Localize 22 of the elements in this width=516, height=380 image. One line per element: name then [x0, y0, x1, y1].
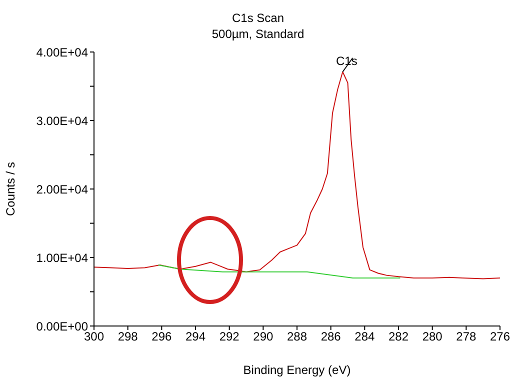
x-tick-label: 288 [286, 330, 308, 344]
x-tick-label: 278 [456, 330, 476, 344]
x-tick-label: 298 [118, 330, 138, 344]
x-tick-label: 286 [320, 330, 342, 344]
y-tick-label: 1.00E+04 [36, 250, 88, 265]
y-tick-label: 4.00E+04 [36, 45, 88, 60]
y-tick-label: 3.00E+04 [36, 114, 88, 128]
x-axis-title: Binding Energy (eV) [243, 363, 351, 377]
x-tick-label: 280 [422, 330, 443, 344]
chart-title: C1s Scan [230, 10, 286, 26]
chart-subtitle: 500µm, Standard [210, 26, 306, 42]
x-tick-label: 290 [253, 330, 274, 344]
y-tick-label: 2.00E+04 [36, 182, 88, 196]
x-tick-label: 284 [354, 330, 375, 344]
line-series [158, 264, 401, 279]
x-tick-label: 294 [185, 330, 206, 344]
x-tick-label: 276 [490, 330, 510, 344]
line-series [94, 71, 500, 280]
x-tick-label: 282 [388, 330, 409, 344]
x-tick-label: 296 [152, 330, 172, 344]
x-tick-label: 292 [219, 330, 240, 344]
y-axis-title: Counts / s [3, 162, 18, 216]
